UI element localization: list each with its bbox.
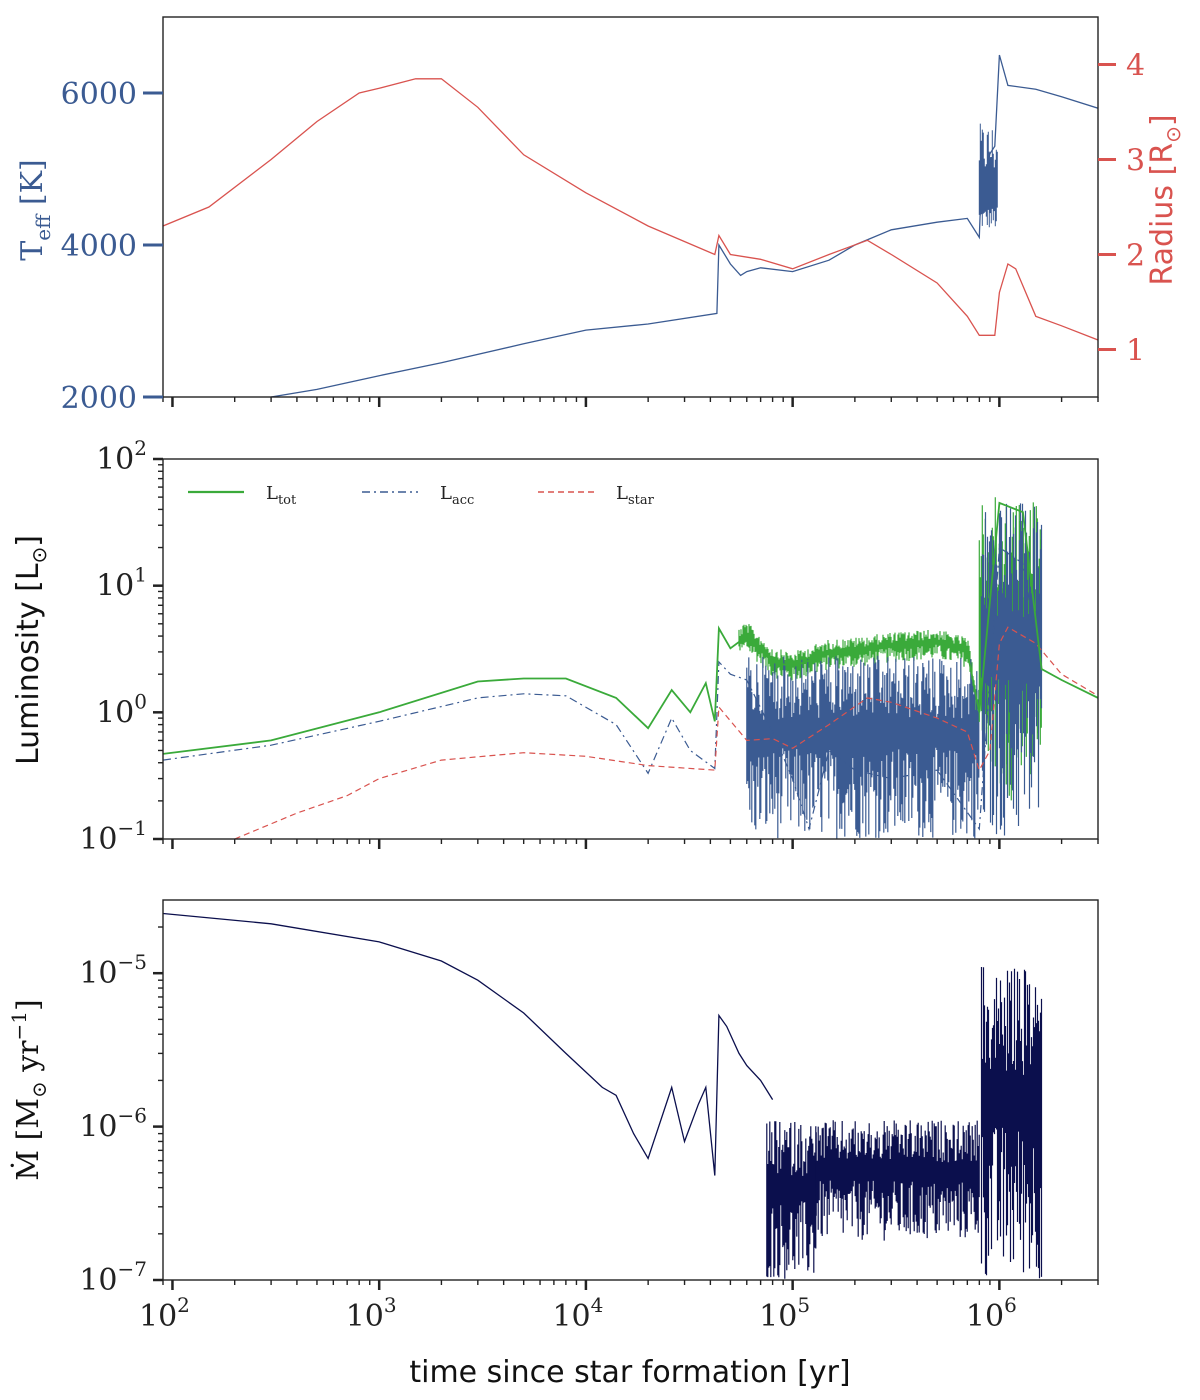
mdot-variability-band xyxy=(766,1121,817,1279)
y-tick-label-radius: 4 xyxy=(1126,49,1145,84)
mdot-variability-band xyxy=(815,1120,980,1241)
y-tick-label-teff: 4000 xyxy=(61,229,137,264)
plot-area-bottom xyxy=(163,912,1043,1279)
axes-frame-top xyxy=(162,16,1099,398)
plot-area-middle xyxy=(163,497,1098,839)
lstar-line xyxy=(234,626,1098,839)
y-tick-label: 10−7 xyxy=(79,1257,147,1298)
y-ticks-left-top: 2000 4000 6000 xyxy=(61,77,163,416)
legend-label: Ltot xyxy=(266,483,297,508)
luminosity-variability-band xyxy=(980,503,1043,836)
teff-line xyxy=(270,54,1098,397)
ylabel-radius: Radius [R⊙] xyxy=(1145,114,1185,285)
x-ticks-top xyxy=(162,397,1099,407)
x-tick-label: 103 xyxy=(346,1293,397,1334)
y-tick-label-teff: 6000 xyxy=(61,77,137,112)
lacc-line xyxy=(163,546,1043,832)
luminosity-variability-band xyxy=(746,655,980,839)
mdot-variability-band xyxy=(980,967,1043,1279)
plot-area-top xyxy=(163,54,1098,397)
x-tick-label: 104 xyxy=(552,1293,603,1334)
y-tick-label: 102 xyxy=(96,436,147,477)
ylabel-mdot: Ṁ [M⊙ yr−1] xyxy=(7,999,51,1180)
y-tick-label: 100 xyxy=(96,689,147,730)
axes-frame-middle xyxy=(162,458,1099,840)
panel-mdot: 102 103 104 105 106 10−7 10−6 10−5 Ṁ [M⊙ yr−1]… xyxy=(7,899,1099,1390)
ylabel-teff: Teff [K] xyxy=(15,159,55,260)
legend-label: Lstar xyxy=(616,483,655,508)
y-tick-label-radius: 3 xyxy=(1126,144,1145,179)
y-tick-label: 10−1 xyxy=(79,816,147,857)
axes-frame-bottom xyxy=(162,899,1099,1281)
x-tick-label: 102 xyxy=(139,1293,190,1334)
panel-luminosity: 10−1 100 101 102 Ltot Lacc Lstar Luminosity [… xyxy=(11,436,1099,857)
y-tick-label: 10−6 xyxy=(79,1104,147,1145)
ltot-line xyxy=(163,501,1098,755)
x-ticks-bottom: 102 103 104 105 106 xyxy=(139,1280,1099,1334)
ylabel-luminosity: Luminosity [L⊙] xyxy=(11,535,51,765)
y-ticks-bottom: 10−7 10−6 10−5 xyxy=(79,926,163,1298)
x-tick-label: 106 xyxy=(966,1293,1017,1334)
xlabel-time: time since star formation [yr] xyxy=(409,1355,850,1390)
teff-oscillation xyxy=(978,123,998,228)
x-tick-label: 105 xyxy=(759,1293,810,1334)
legend: Ltot Lacc Lstar xyxy=(188,483,655,508)
legend-label: Lacc xyxy=(440,483,474,508)
y-tick-label-radius: 2 xyxy=(1126,239,1145,274)
y-tick-label-teff: 2000 xyxy=(61,381,137,416)
radius-line xyxy=(163,78,1098,341)
y-ticks-middle: 10−1 100 101 102 xyxy=(79,436,163,857)
panel-teff-radius: 2000 4000 6000 1 2 3 4 Teff [K] Radius [R⊙] xyxy=(15,16,1185,416)
mdot-line xyxy=(163,912,774,1176)
y-tick-label: 101 xyxy=(96,563,147,604)
y-tick-label: 10−5 xyxy=(79,950,147,991)
y-ticks-right-top: 1 2 3 4 xyxy=(1098,49,1145,369)
x-ticks-middle xyxy=(162,839,1099,849)
y-tick-label-radius: 1 xyxy=(1126,334,1145,369)
